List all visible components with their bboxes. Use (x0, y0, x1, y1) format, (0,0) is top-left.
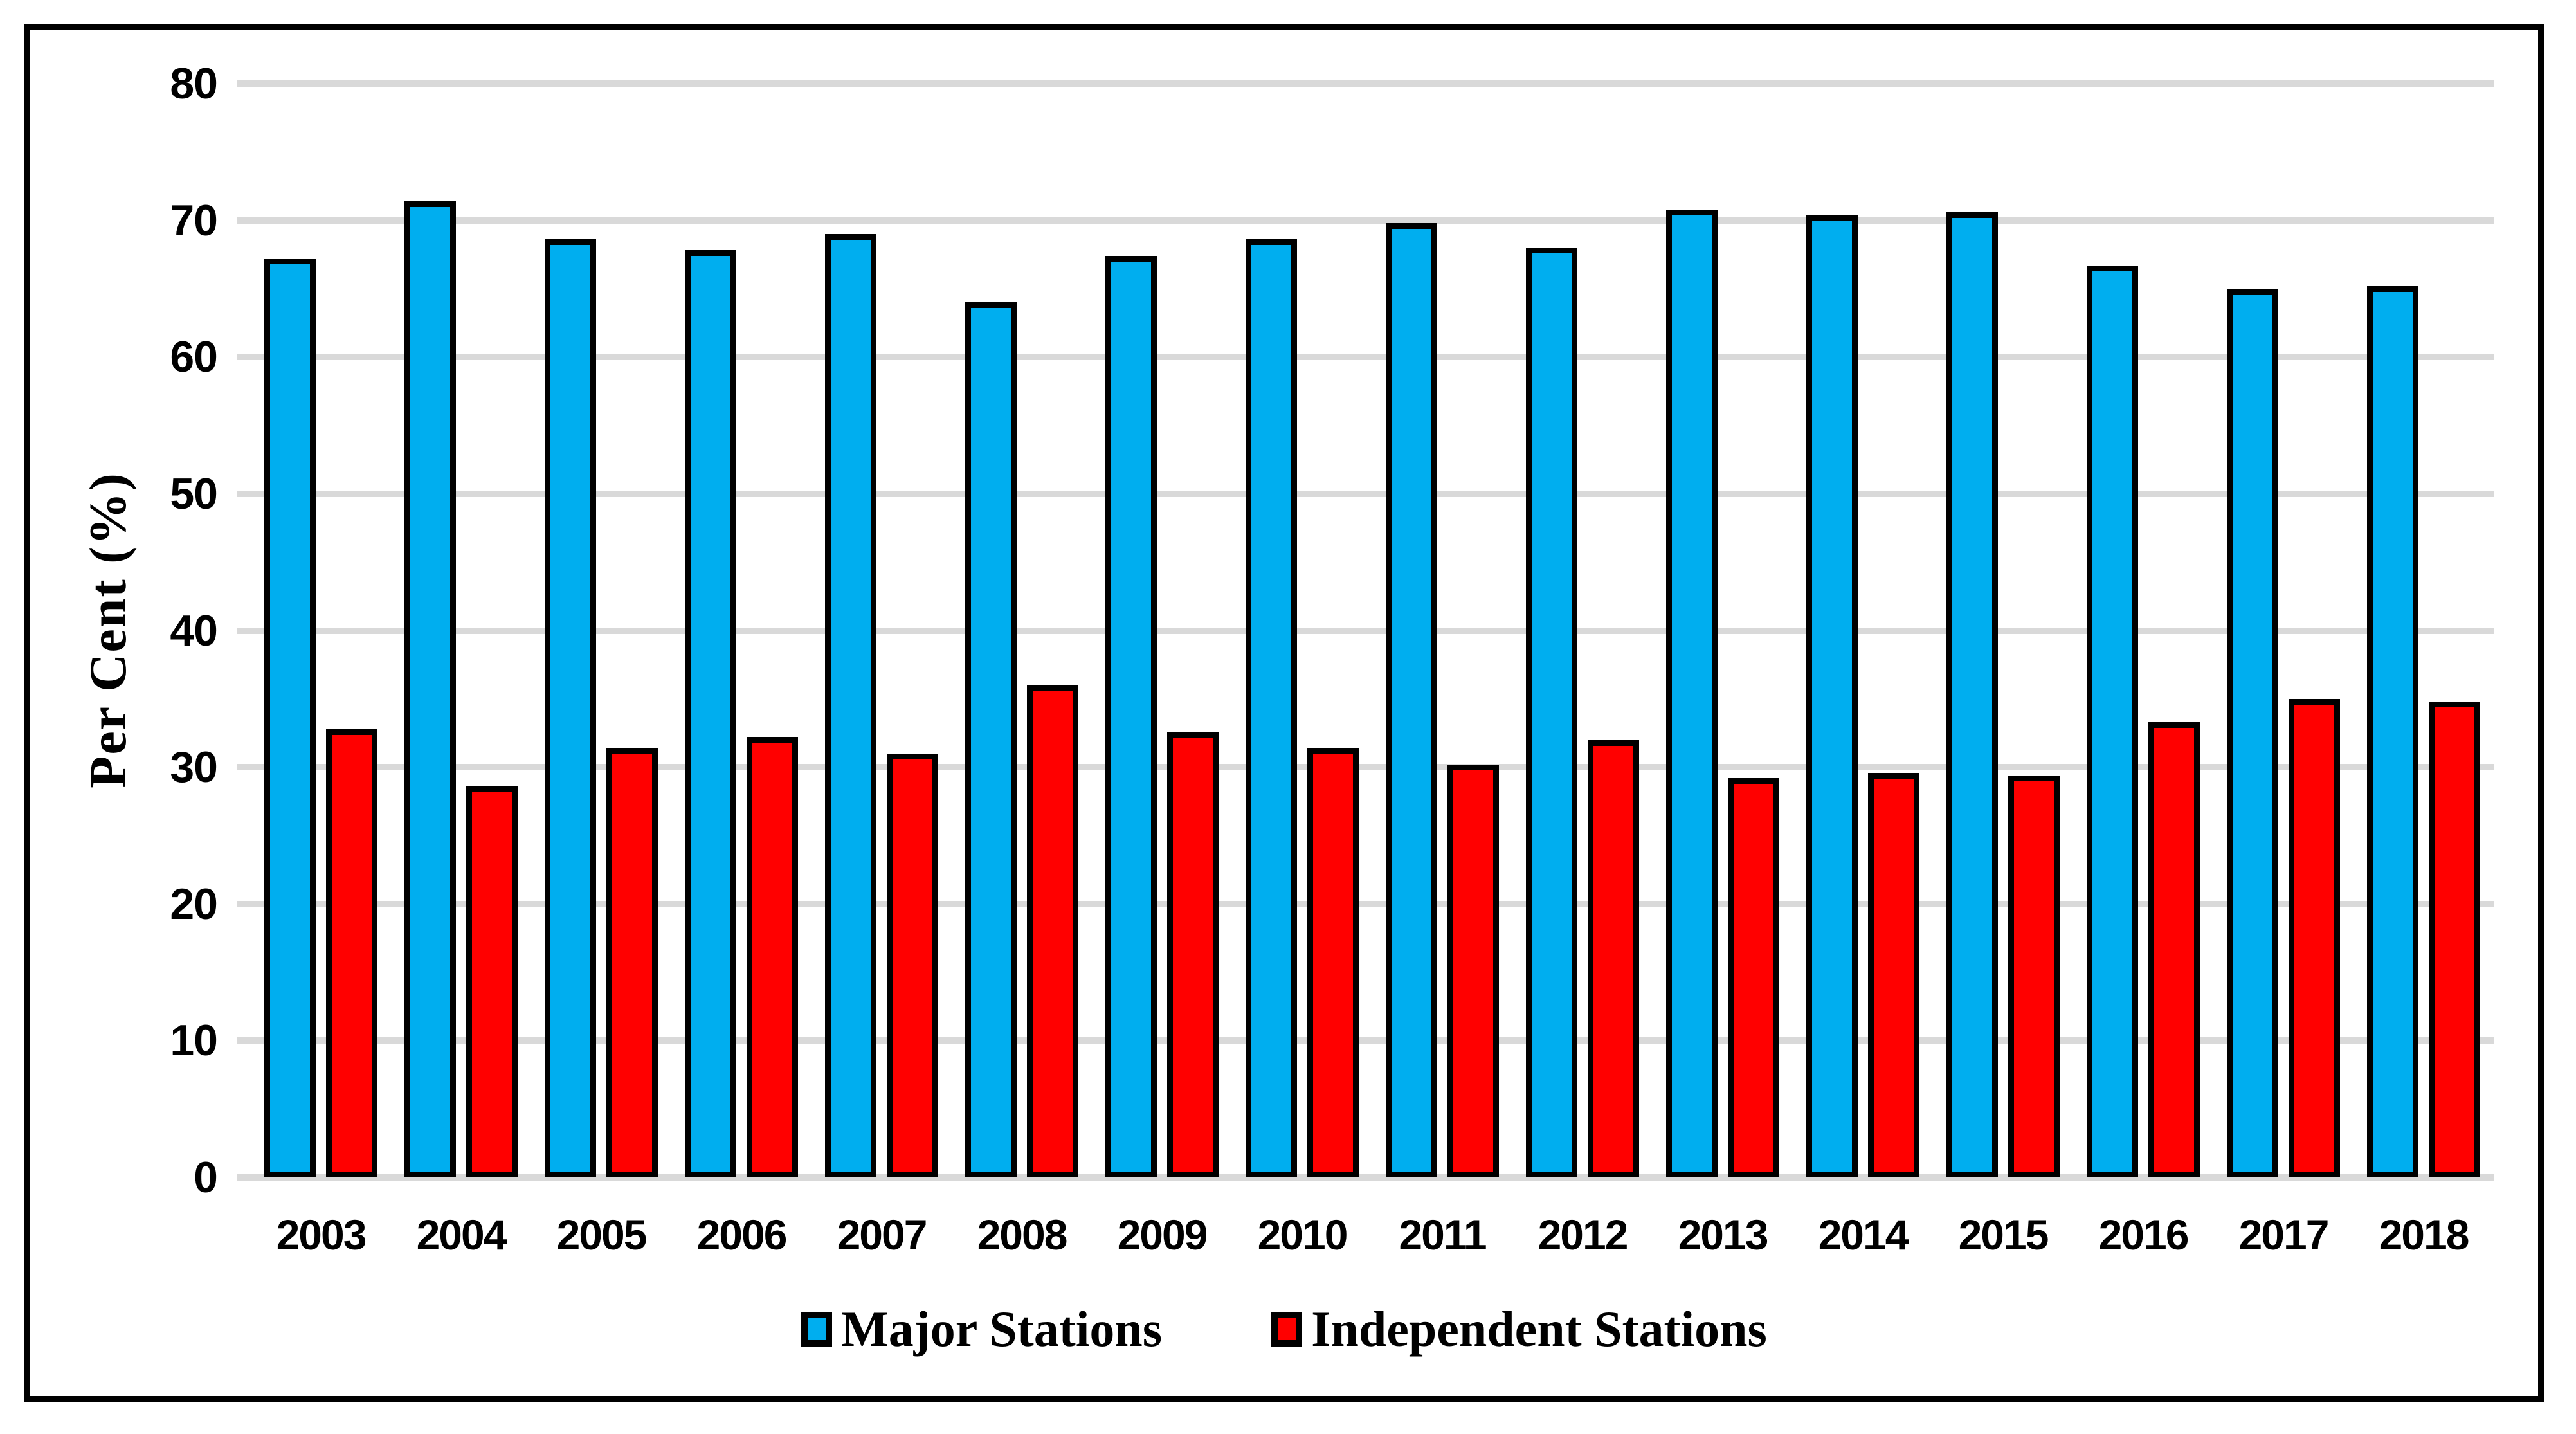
y-tick-label-40: 40 (170, 606, 218, 655)
gridline-60 (237, 354, 2494, 361)
independent-stations-swatch-icon (1271, 1312, 1303, 1347)
y-tick-label-80: 80 (170, 59, 218, 108)
x-tick-label-2008: 2008 (977, 1211, 1068, 1258)
x-tick-label-2015: 2015 (1958, 1211, 2049, 1258)
gridline-30 (237, 764, 2494, 771)
bar-independent-stations-2015 (2008, 775, 2060, 1177)
bar-major-stations-2014 (1806, 215, 1858, 1177)
x-tick-label-2006: 2006 (696, 1211, 788, 1258)
bar-major-stations-2012 (1526, 248, 1577, 1177)
bar-major-stations-2008 (965, 302, 1017, 1177)
x-tick-label-2009: 2009 (1117, 1211, 1208, 1258)
bar-major-stations-2005 (545, 239, 596, 1177)
gridline-10 (237, 1037, 2494, 1044)
legend-item-independent-stations: Independent Stations (1271, 1300, 1767, 1358)
y-tick-label-70: 70 (170, 195, 218, 245)
bar-independent-stations-2007 (887, 753, 938, 1177)
y-tick-label-0: 0 (194, 1153, 218, 1202)
x-tick-label-2005: 2005 (556, 1211, 648, 1258)
bar-major-stations-2011 (1386, 222, 1437, 1177)
gridline-80 (237, 80, 2494, 87)
bar-independent-stations-2008 (1027, 685, 1078, 1177)
bar-independent-stations-2013 (1728, 778, 1779, 1177)
x-tick-label-2014: 2014 (1818, 1211, 1909, 1258)
bar-independent-stations-2004 (466, 786, 518, 1177)
x-tick-label-2004: 2004 (416, 1211, 507, 1258)
gridline-0 (237, 1174, 2494, 1181)
bar-independent-stations-2012 (1588, 740, 1639, 1177)
x-tick-label-2007: 2007 (837, 1211, 928, 1258)
bar-major-stations-2006 (685, 250, 736, 1177)
x-tick-label-2010: 2010 (1257, 1211, 1348, 1258)
legend-label-independent-stations: Independent Stations (1311, 1301, 1767, 1357)
bar-major-stations-2009 (1105, 255, 1157, 1177)
bar-independent-stations-2016 (2148, 722, 2200, 1177)
bar-major-stations-2018 (2367, 286, 2418, 1177)
gridline-50 (237, 490, 2494, 497)
bar-major-stations-2004 (404, 201, 456, 1177)
y-tick-label-60: 60 (170, 332, 218, 382)
x-tick-label-2011: 2011 (1399, 1211, 1487, 1258)
gridline-20 (237, 900, 2494, 907)
bar-independent-stations-2017 (2289, 698, 2340, 1177)
bar-independent-stations-2005 (606, 748, 658, 1177)
bar-major-stations-2016 (2087, 265, 2138, 1177)
y-tick-label-20: 20 (170, 879, 218, 929)
bar-independent-stations-2010 (1307, 748, 1359, 1177)
bar-independent-stations-2014 (1868, 772, 1919, 1177)
gridline-70 (237, 217, 2494, 224)
x-tick-label-2003: 2003 (276, 1211, 367, 1258)
bar-major-stations-2013 (1666, 209, 1718, 1177)
x-tick-label-2013: 2013 (1678, 1211, 1769, 1258)
legend: Major Stations Independent Stations (30, 1300, 2538, 1358)
x-tick-label-2012: 2012 (1537, 1211, 1629, 1258)
bar-independent-stations-2006 (747, 737, 798, 1177)
legend-label-major-stations: Major Stations (841, 1301, 1163, 1357)
bar-major-stations-2003 (264, 259, 316, 1177)
bar-major-stations-2007 (825, 233, 876, 1177)
x-tick-label-2018: 2018 (2379, 1211, 2470, 1258)
bar-major-stations-2010 (1246, 239, 1297, 1177)
bar-independent-stations-2011 (1447, 764, 1499, 1177)
bar-independent-stations-2003 (326, 729, 377, 1177)
bar-independent-stations-2009 (1167, 731, 1219, 1177)
y-tick-label-30: 30 (170, 743, 218, 792)
y-tick-label-50: 50 (170, 469, 218, 518)
gridline-40 (237, 627, 2494, 634)
x-tick-label-2016: 2016 (2098, 1211, 2190, 1258)
bar-major-stations-2015 (1946, 212, 1998, 1177)
legend-item-major-stations: Major Stations (801, 1300, 1162, 1358)
bar-major-stations-2017 (2227, 288, 2278, 1177)
x-tick-label-2017: 2017 (2238, 1211, 2330, 1258)
bar-independent-stations-2018 (2429, 702, 2480, 1177)
major-stations-swatch-icon (801, 1312, 833, 1347)
y-tick-label-10: 10 (170, 1016, 218, 1066)
